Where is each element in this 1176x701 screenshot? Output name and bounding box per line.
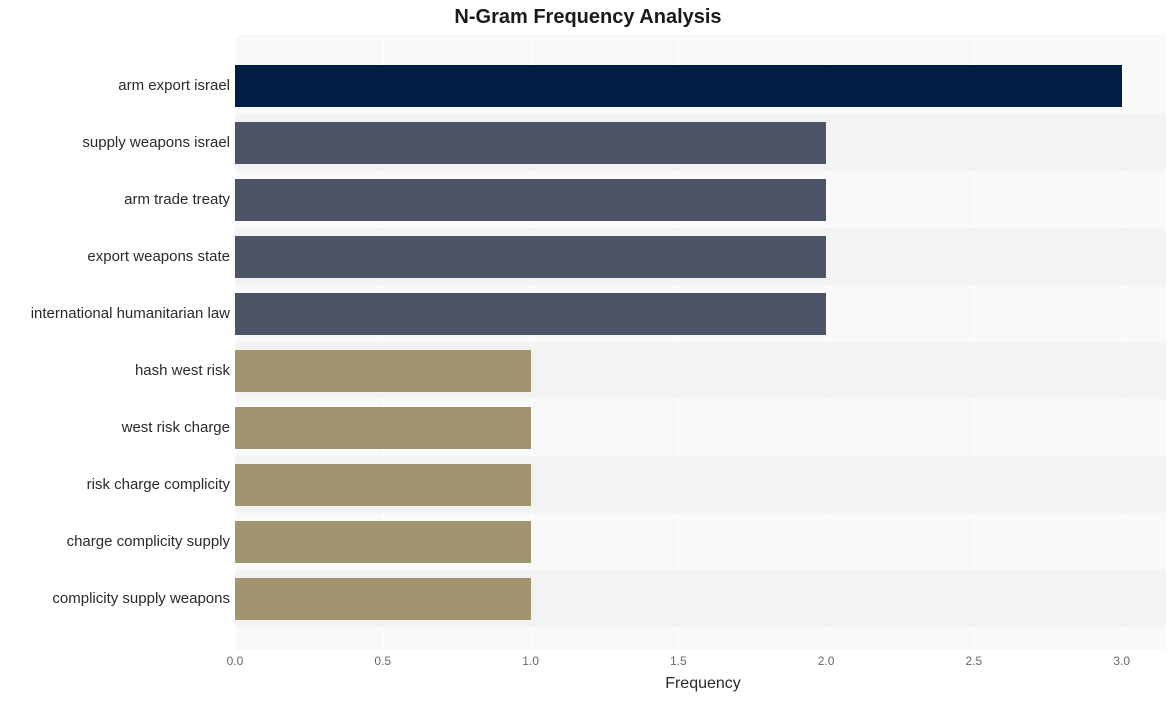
- y-tick-label: arm trade treaty: [0, 179, 230, 221]
- y-tick-label: international humanitarian law: [0, 293, 230, 335]
- x-tick-label: 0.5: [374, 654, 391, 668]
- bar: [235, 65, 1122, 107]
- bar: [235, 578, 531, 620]
- bar: [235, 122, 826, 164]
- y-tick-label: export weapons state: [0, 236, 230, 278]
- bar: [235, 407, 531, 449]
- y-tick-label: west risk charge: [0, 407, 230, 449]
- y-tick-label: complicity supply weapons: [0, 578, 230, 620]
- bar: [235, 464, 531, 506]
- bar: [235, 293, 826, 335]
- x-axis-label: Frequency: [0, 675, 1176, 693]
- plot-area: [235, 34, 1166, 650]
- y-tick-label: supply weapons israel: [0, 122, 230, 164]
- ngram-frequency-chart: N-Gram Frequency Analysis arm export isr…: [0, 0, 1176, 701]
- bar: [235, 179, 826, 221]
- x-tick-label: 2.0: [818, 654, 835, 668]
- y-tick-label: arm export israel: [0, 65, 230, 107]
- x-tick-label: 3.0: [1113, 654, 1130, 668]
- x-tick-label: 1.5: [670, 654, 687, 668]
- x-tick-label: 0.0: [227, 654, 244, 668]
- chart-title: N-Gram Frequency Analysis: [0, 6, 1176, 29]
- y-tick-label: risk charge complicity: [0, 464, 230, 506]
- y-tick-label: hash west risk: [0, 350, 230, 392]
- y-tick-label: charge complicity supply: [0, 521, 230, 563]
- x-tick-label: 2.5: [966, 654, 983, 668]
- x-tick-label: 1.0: [522, 654, 539, 668]
- bar: [235, 236, 826, 278]
- bar: [235, 521, 531, 563]
- bar: [235, 350, 531, 392]
